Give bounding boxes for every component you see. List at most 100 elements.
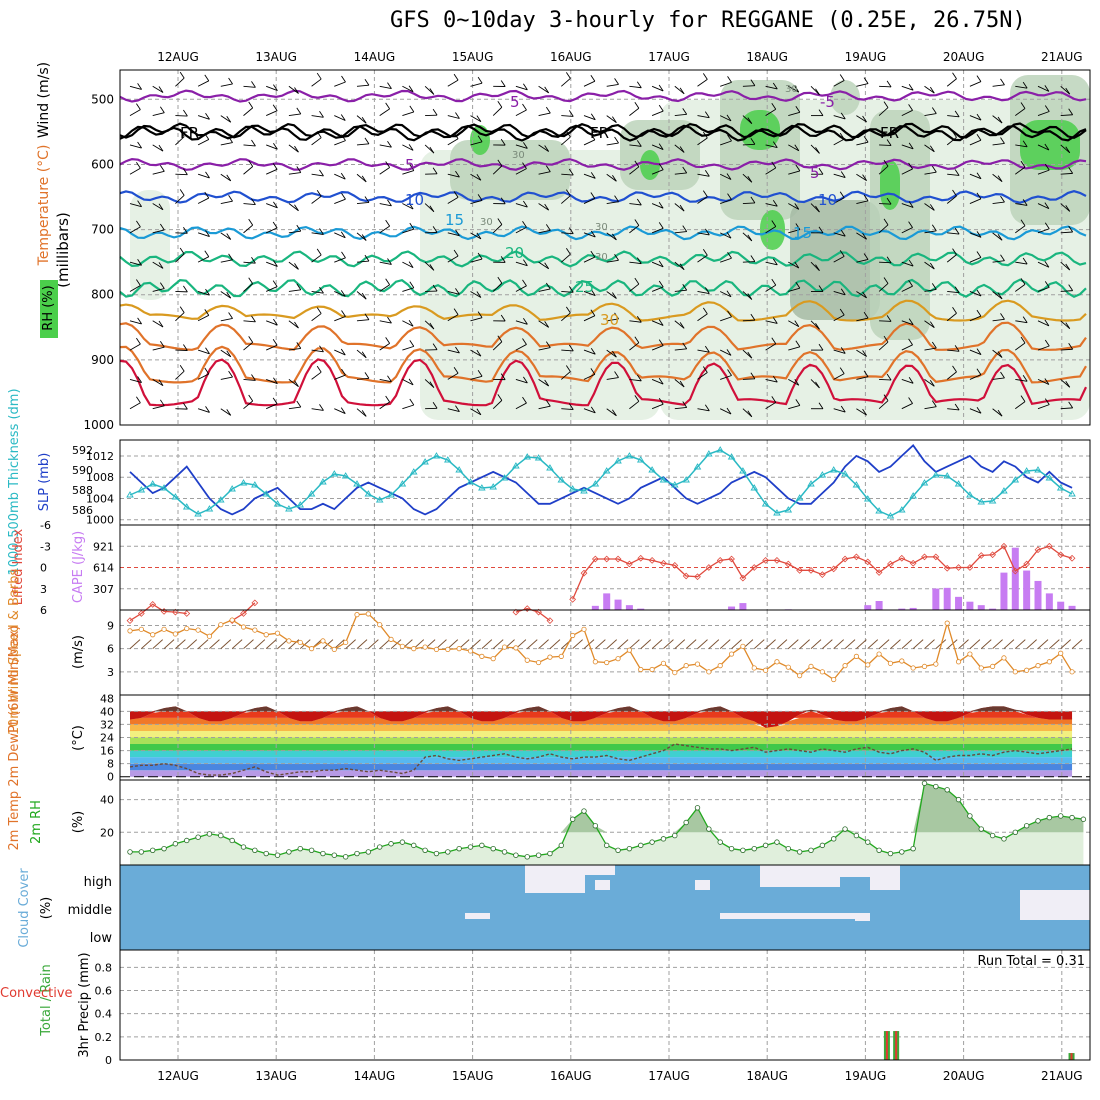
dewpoint-line [129,743,1073,776]
cape-bar [1045,593,1053,610]
wind-barb [742,319,755,322]
surface-wind-barb [719,639,731,649]
wind-speed-marker [853,653,860,659]
surface-wind-barb [492,639,504,649]
wind-speed-marker [184,625,190,632]
wind-barb-flag [726,349,732,356]
wind-speed-marker [638,666,644,673]
wind-barb-flag [840,229,846,237]
wind-barb-flag [750,372,756,380]
isotherm-line [119,190,1087,204]
wind-barb [901,85,914,91]
wind-barb-flag [226,116,232,123]
wind-barb [197,80,209,87]
rh2m-marker [445,849,451,855]
thickness-marker [659,476,668,483]
rh-shading [130,190,170,300]
wind-barb-flag [408,144,414,151]
wind-barb [674,348,687,351]
wind-barb-flag [545,106,551,114]
rh2m-marker [161,845,167,852]
wind-barb-flag [612,175,617,182]
temperature-tick-label: 40 [100,705,114,718]
wind-barb-flag [976,192,982,200]
lifted-index-marker [251,599,259,607]
wind-barb [833,408,846,413]
cloud-patch [465,913,490,919]
wind-barb [334,291,346,297]
temperature-tick-label: 0 [107,771,114,784]
wind-barb-flag [883,159,889,167]
wind-barb-flag [658,319,664,326]
wind-barb-flag [476,408,482,415]
date-label-bottom: 12AUG [157,1069,199,1083]
wind-barb [356,408,367,417]
wind-barb-flag [954,227,960,235]
wind-barb [720,81,732,87]
wind-barb-flag [614,78,619,85]
wind-barb-flag [590,74,596,82]
wind-barb-flag [747,234,753,242]
wind-barb-flag [883,101,889,108]
wind-barb-flag [614,312,619,320]
wind-barb-flag [612,292,617,299]
wind-barb [243,107,253,116]
wind-barb-flag [908,338,913,346]
thickness-marker [512,462,520,469]
wind-barb [720,115,732,122]
wind-barb-flag [590,309,596,316]
cloud-cover-bg [120,865,1090,950]
wind-barb [992,408,1003,417]
wind-barb [266,85,278,92]
wind-barb [946,137,957,146]
thickness-line [129,449,1073,517]
lifted-index-marker [1000,542,1008,550]
wind-barb [470,291,482,298]
wind-barb-flag [614,136,619,144]
rh2m-marker [218,832,224,839]
wind-barb [515,402,527,410]
wind-barb [1037,286,1050,292]
wind-barb-flag [839,191,845,198]
wind-barb [561,195,571,204]
wind-barb [561,408,574,411]
thickness-marker [319,478,327,485]
wind-barb-flag [453,366,459,374]
wind-barb [197,314,209,322]
wind-barb-flag [476,349,482,357]
wind-barb-flag [727,251,732,259]
wind-barb [924,144,935,153]
wind-barb-flag [1065,381,1071,388]
wind-barb [311,371,322,380]
wind-barb [947,232,960,235]
wind-barb [152,144,164,152]
wind-barb-flag [387,375,392,382]
wind-barb [424,203,435,213]
wind-barb [402,203,414,210]
contour-label: 30 [600,311,619,329]
wind-barb [1060,144,1071,154]
cape-tick-label: 307 [93,583,114,596]
wind-barb [334,140,346,146]
wind-barb [561,78,571,87]
wind-barb [129,285,141,292]
rh2m-marker [796,849,803,855]
wind-barb-flag [364,137,370,145]
wind-barb-flag [590,289,596,296]
surface-wind-barb [197,639,209,649]
wind-barb-flag [522,162,527,169]
wind-speed-marker [240,624,247,630]
wind-barb [720,408,732,415]
wind-barb-flag [954,110,960,118]
wind-barb [334,173,346,180]
wind-barb-flag [1000,254,1005,261]
wind-barb [697,313,708,322]
wind-speed-marker [683,663,689,669]
wind-barb [561,115,574,117]
wind-barb [561,291,574,293]
wind-barb-flag [679,322,685,329]
rh2m-marker [1023,823,1030,829]
wind-speed-marker [933,661,939,667]
surface-wind-barb [901,639,913,649]
wind-barb-flag [385,161,391,168]
